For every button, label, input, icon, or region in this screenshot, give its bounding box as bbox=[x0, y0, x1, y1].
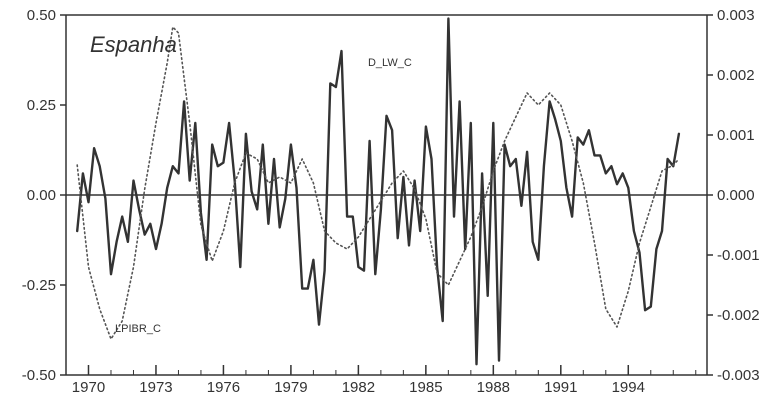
x-tick-label: 1991 bbox=[544, 379, 577, 396]
y-right-tick-label: -0.003 bbox=[717, 367, 760, 384]
y-right-tick-label: -0.002 bbox=[717, 307, 760, 324]
series-lpibr-c-line bbox=[76, 26, 680, 340]
annotation-layer: D_LW_C LPIBR_C bbox=[115, 57, 412, 335]
y-right-tick-label: 0.001 bbox=[717, 127, 755, 144]
y-left-tick-label: -0.25 bbox=[22, 277, 56, 294]
axis-layer: 0.50 0.25 0.00 -0.25 -0.50 0.003 0.002 0.001 0.0… bbox=[22, 7, 760, 396]
y-right-tick-label: -0.001 bbox=[717, 247, 760, 264]
y-left-tick-label: 0.50 bbox=[27, 7, 56, 24]
series-d-lw-c-line bbox=[75, 17, 681, 366]
x-tick-label: 1994 bbox=[612, 379, 645, 396]
y-left-tick-label: -0.50 bbox=[22, 367, 56, 384]
series-label-lpibr-c: LPIBR_C bbox=[115, 323, 161, 335]
series-layer bbox=[75, 17, 681, 366]
y-left-tick-label: 0.00 bbox=[27, 187, 56, 204]
x-tick-label: 1976 bbox=[207, 379, 240, 396]
x-tick-label: 1970 bbox=[72, 379, 105, 396]
x-tick-label: 1979 bbox=[274, 379, 307, 396]
y-right-tick-label: 0.000 bbox=[717, 187, 755, 204]
chart-title: Espanha bbox=[90, 32, 177, 57]
plot-frame bbox=[65, 14, 708, 376]
series-label-d-lw-c: D_LW_C bbox=[368, 57, 412, 69]
x-tick-label: 1985 bbox=[409, 379, 442, 396]
x-tick-label: 1982 bbox=[342, 379, 375, 396]
x-tick-label: 1988 bbox=[477, 379, 510, 396]
y-left-tick-label: 0.25 bbox=[27, 97, 56, 114]
x-tick-label: 1973 bbox=[139, 379, 172, 396]
y-right-tick-label: 0.003 bbox=[717, 7, 755, 24]
y-right-tick-label: 0.002 bbox=[717, 67, 755, 84]
